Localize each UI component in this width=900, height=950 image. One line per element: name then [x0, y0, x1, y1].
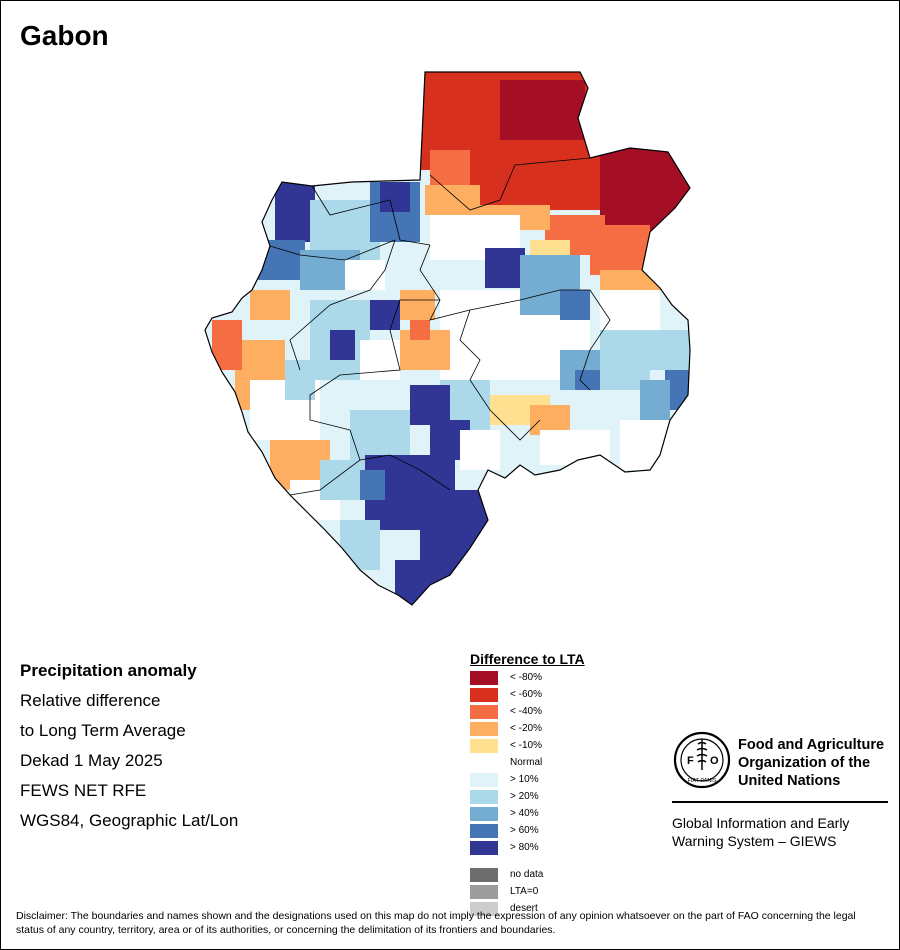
- legend-swatch: [470, 671, 498, 685]
- map-title: Gabon: [20, 20, 109, 51]
- info-line: Relative difference: [20, 691, 161, 710]
- legend-swatch: [470, 688, 498, 702]
- legend-label: Normal: [510, 757, 543, 768]
- internal-boundaries: [269, 157, 611, 496]
- legend-label: > 10%: [510, 774, 539, 785]
- legend-label: > 60%: [510, 825, 539, 836]
- legend-swatch: [470, 739, 498, 753]
- giews-name: Global Information and Early Warning Sys…: [672, 815, 850, 849]
- legend-swatch: [470, 841, 498, 855]
- emblem-text-f: F: [687, 755, 694, 767]
- legend-label: < -20%: [510, 723, 542, 734]
- legend-swatch: [470, 885, 498, 899]
- legend-label: LTA=0: [510, 886, 539, 897]
- info-heading: Precipitation anomaly: [20, 661, 197, 680]
- legend-swatch: [470, 824, 498, 838]
- legend-swatch: [470, 722, 498, 736]
- anomaly-raster: [205, 72, 690, 605]
- legend-label: < -60%: [510, 689, 542, 700]
- legend-label: < -80%: [510, 672, 542, 683]
- legend-title: Difference to LTA: [470, 651, 585, 667]
- emblem-motto: FIAT PANIS: [687, 778, 716, 784]
- legend-label: < -40%: [510, 706, 542, 717]
- org-name: Food and Agriculture Organization of the…: [738, 737, 885, 789]
- info-line: FEWS NET RFE: [20, 781, 147, 800]
- legend-label: > 40%: [510, 808, 539, 819]
- legend: Difference to LTA < -80% < -60% < -40% < -2…: [470, 651, 640, 916]
- legend-label: < -10%: [510, 740, 542, 751]
- map-canvas: [204, 71, 691, 606]
- disclaimer: Disclaimer: The boundaries and names sho…: [16, 910, 856, 936]
- legend-label: > 20%: [510, 791, 539, 802]
- legend-swatch: [470, 902, 498, 916]
- legend-swatch: [470, 807, 498, 821]
- legend-swatch: [470, 705, 498, 719]
- map-info: Precipitation anomaly Relative differenc…: [20, 656, 238, 836]
- fao-emblem-icon: F O FIAT PANIS: [673, 731, 731, 789]
- info-line: WGS84, Geographic Lat/Lon: [20, 811, 239, 830]
- info-line: to Long Term Average: [20, 721, 186, 740]
- legend-swatch: [470, 790, 498, 804]
- legend-label: desert: [510, 903, 538, 914]
- info-line: Dekad 1 May 2025: [20, 751, 163, 770]
- emblem-text-o: O: [710, 755, 719, 767]
- legend-swatch: [470, 756, 498, 770]
- legend-swatch: [470, 868, 498, 882]
- legend-label: no data: [510, 869, 544, 880]
- logo-divider: [672, 801, 888, 803]
- legend-label: > 80%: [510, 842, 539, 853]
- gabon-outline: [204, 71, 691, 606]
- legend-swatch: [470, 773, 498, 787]
